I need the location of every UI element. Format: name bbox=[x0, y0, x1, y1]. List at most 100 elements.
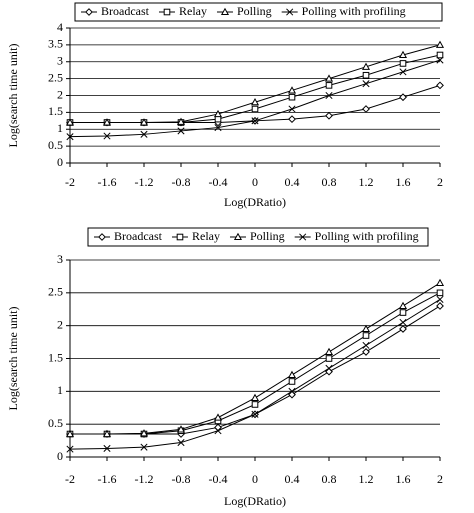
marker bbox=[324, 74, 334, 82]
marker bbox=[177, 127, 185, 135]
y-tick-label: 0.5 bbox=[48, 138, 63, 152]
marker bbox=[399, 93, 407, 102]
marker bbox=[436, 302, 444, 310]
marker bbox=[65, 118, 75, 126]
legend-label: Relay bbox=[192, 229, 220, 243]
x-tick-label: -1.2 bbox=[135, 472, 154, 486]
x-tick-label: -1.6 bbox=[98, 472, 117, 486]
x-tick-label: 0 bbox=[252, 175, 258, 189]
marker bbox=[250, 98, 260, 106]
marker bbox=[288, 378, 296, 385]
marker bbox=[325, 111, 333, 120]
x-tick-label: -1.6 bbox=[98, 175, 117, 189]
y-tick-label: 2.5 bbox=[48, 285, 63, 299]
y-tick-label: 0 bbox=[57, 449, 63, 463]
y-tick-label: 1 bbox=[57, 121, 63, 135]
marker bbox=[214, 124, 222, 132]
marker bbox=[325, 364, 333, 372]
marker bbox=[436, 56, 444, 64]
marker bbox=[399, 60, 407, 67]
marker bbox=[436, 51, 444, 59]
x-tick-label: 2 bbox=[437, 472, 443, 486]
legend-box bbox=[74, 2, 443, 22]
marker bbox=[176, 425, 186, 433]
marker bbox=[140, 130, 148, 138]
marker bbox=[220, 7, 230, 16]
legend-label: Polling with profiling bbox=[302, 4, 406, 18]
marker bbox=[325, 91, 333, 100]
legend-label: Broadcast bbox=[114, 229, 163, 243]
marker bbox=[362, 332, 370, 339]
marker bbox=[177, 438, 185, 447]
x-tick-label: 2 bbox=[437, 175, 443, 189]
marker bbox=[233, 232, 243, 241]
marker bbox=[399, 318, 407, 326]
y-tick-label: 1.5 bbox=[48, 350, 63, 364]
marker bbox=[176, 233, 184, 241]
marker bbox=[103, 132, 111, 140]
marker bbox=[98, 233, 106, 241]
series-line bbox=[69, 298, 441, 450]
x-tick-label: -0.4 bbox=[209, 175, 228, 189]
marker bbox=[362, 105, 370, 113]
legend-label: Polling bbox=[250, 229, 285, 243]
marker bbox=[251, 105, 259, 113]
marker bbox=[325, 82, 333, 89]
x-tick-label: 0 bbox=[252, 472, 258, 486]
y-tick-label: 2 bbox=[57, 87, 63, 101]
x-tick-label: 1.6 bbox=[396, 472, 411, 486]
marker bbox=[362, 348, 370, 356]
x-tick-label: 0.8 bbox=[322, 472, 337, 486]
marker bbox=[176, 117, 186, 125]
marker bbox=[251, 401, 259, 408]
marker bbox=[213, 109, 223, 118]
marker bbox=[325, 355, 333, 362]
marker bbox=[288, 115, 296, 124]
marker bbox=[399, 309, 407, 316]
marker bbox=[399, 68, 407, 76]
x-tick-label: 0.4 bbox=[285, 472, 300, 486]
marker bbox=[299, 233, 307, 241]
marker bbox=[66, 445, 74, 453]
y-tick-label: 0 bbox=[57, 155, 63, 169]
marker bbox=[103, 444, 111, 453]
marker bbox=[288, 387, 296, 395]
marker bbox=[435, 40, 445, 48]
x-tick-label: 0.8 bbox=[322, 175, 337, 189]
marker bbox=[102, 118, 112, 126]
marker bbox=[398, 301, 408, 310]
marker bbox=[139, 429, 149, 437]
marker bbox=[250, 393, 260, 401]
x-axis-label: Log(DRatio) bbox=[224, 494, 286, 508]
marker bbox=[214, 427, 222, 435]
y-tick-label: 3 bbox=[57, 54, 63, 68]
marker bbox=[251, 410, 259, 418]
marker bbox=[140, 443, 148, 451]
x-tick-label: -2 bbox=[65, 175, 75, 189]
marker bbox=[85, 8, 93, 16]
legend-label: Polling with profiling bbox=[315, 229, 419, 243]
marker bbox=[361, 324, 371, 333]
y-axis-label: Log(search time unit) bbox=[6, 307, 20, 411]
y-tick-label: 1 bbox=[57, 383, 63, 397]
y-tick-label: 0.5 bbox=[48, 416, 63, 430]
legend-label: Relay bbox=[179, 4, 207, 18]
marker bbox=[251, 117, 259, 125]
x-axis-label: Log(DRatio) bbox=[224, 195, 286, 209]
y-tick-label: 3 bbox=[57, 252, 63, 266]
marker bbox=[65, 429, 75, 438]
legend-label: Polling bbox=[237, 4, 272, 18]
marker bbox=[214, 115, 222, 123]
x-tick-label: -2 bbox=[65, 472, 75, 486]
y-tick-label: 4 bbox=[57, 20, 63, 34]
y-tick-label: 2.5 bbox=[48, 70, 63, 84]
x-tick-label: -0.8 bbox=[172, 472, 191, 486]
marker bbox=[361, 62, 371, 70]
marker bbox=[362, 80, 370, 88]
marker bbox=[436, 289, 444, 297]
x-tick-label: 1.2 bbox=[359, 472, 374, 486]
x-tick-label: 0.4 bbox=[285, 175, 300, 189]
marker bbox=[435, 278, 445, 287]
marker bbox=[66, 133, 74, 141]
marker bbox=[288, 105, 296, 113]
